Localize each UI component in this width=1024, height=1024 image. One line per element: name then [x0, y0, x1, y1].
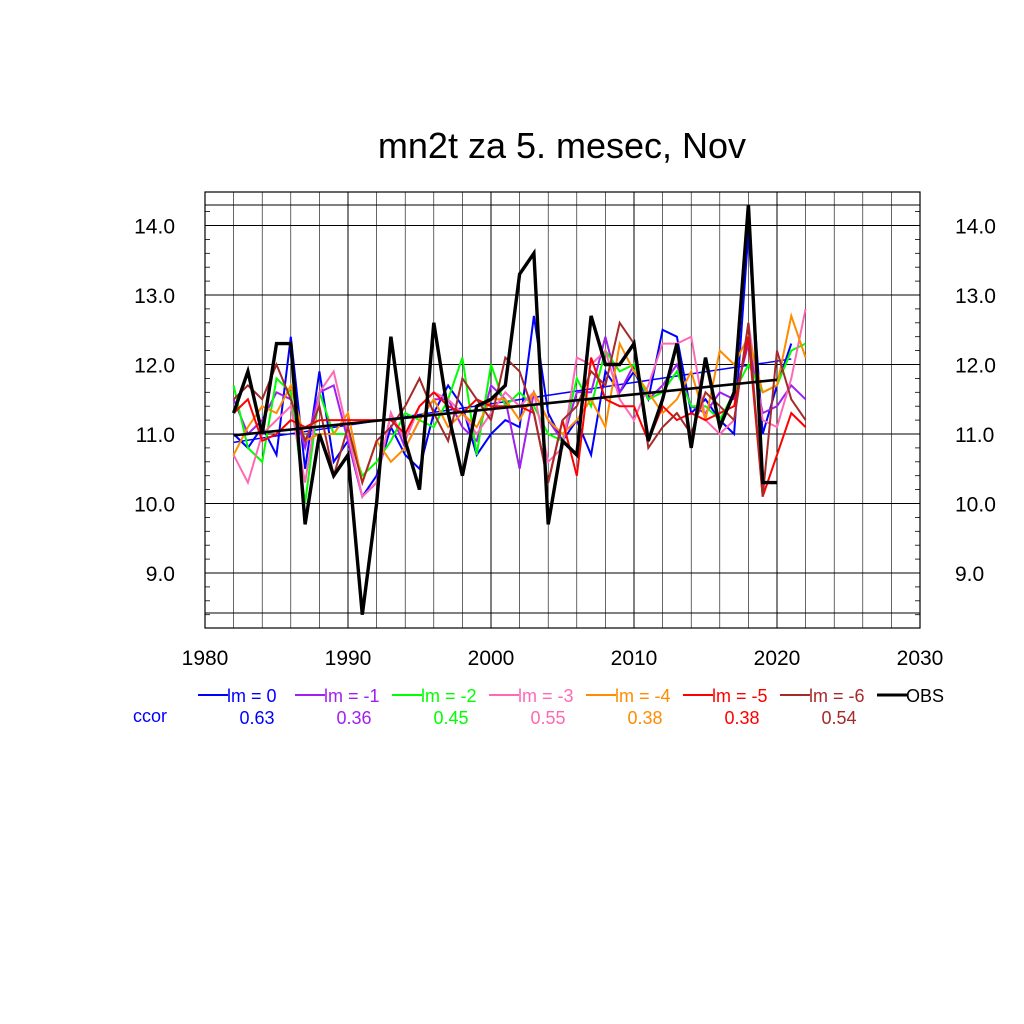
y-tick-label-right: 9.0: [955, 563, 984, 586]
x-tick-label: 2020: [754, 647, 801, 670]
y-tick-label-right: 11.0: [955, 424, 994, 447]
series-line-obs: [231, 204, 777, 615]
legend-ccor-value: 0.54: [821, 708, 856, 728]
legend-ccor-value: 0.38: [724, 708, 759, 728]
series-line-lm-1: [232, 336, 807, 499]
y-tick-label-left: 14.0: [134, 216, 175, 239]
y-tick-label-right: 13.0: [955, 285, 996, 308]
trend-line-obs: [233, 378, 778, 437]
y-tick-label-left: 12.0: [134, 355, 175, 378]
ccor-label: ccor: [133, 706, 167, 726]
axes: 9.0 9.0 10.0 10.0 11.0 11.0 12.0 12.0 13.0 13.0 14…: [134, 191, 996, 670]
chart-title: mn2t za 5. mesec, Nov: [378, 125, 746, 166]
legend-label: lm = 0: [227, 686, 277, 706]
x-tick-label: 1990: [325, 647, 372, 670]
legend-ccor-value: 0.55: [530, 708, 565, 728]
legend-label: OBS: [906, 686, 944, 706]
legend-label: lm = -5: [712, 686, 768, 706]
grid: [205, 192, 920, 628]
series-line-lm-6: [232, 320, 807, 497]
legend-label: lm = -1: [324, 686, 380, 706]
plot-frame: [204, 191, 921, 629]
x-tick-label: 2000: [468, 647, 515, 670]
legend-ccor-value: 0.63: [239, 708, 274, 728]
legend-label: lm = -6: [809, 686, 865, 706]
legend-label: lm = -2: [421, 686, 477, 706]
x-tick-label: 2010: [611, 647, 658, 670]
legend-ccor-value: 0.36: [336, 708, 371, 728]
series-lines: [231, 204, 807, 615]
x-tick-label: 2030: [897, 647, 944, 670]
y-tick-label-left: 10.0: [134, 494, 175, 517]
legend-label: lm = -4: [615, 686, 671, 706]
legend-ccor-value: 0.38: [627, 708, 662, 728]
y-tick-label-left: 13.0: [134, 285, 175, 308]
legend-label: lm = -3: [518, 686, 574, 706]
y-tick-label-left: 9.0: [146, 563, 175, 586]
y-tick-label-right: 14.0: [955, 216, 996, 239]
y-tick-label-right: 12.0: [955, 355, 996, 378]
legend-ccor-value: 0.45: [433, 708, 468, 728]
y-tick-label-left: 11.0: [136, 424, 175, 447]
x-tick-label: 1980: [182, 647, 229, 670]
y-tick-label-right: 10.0: [955, 494, 996, 517]
